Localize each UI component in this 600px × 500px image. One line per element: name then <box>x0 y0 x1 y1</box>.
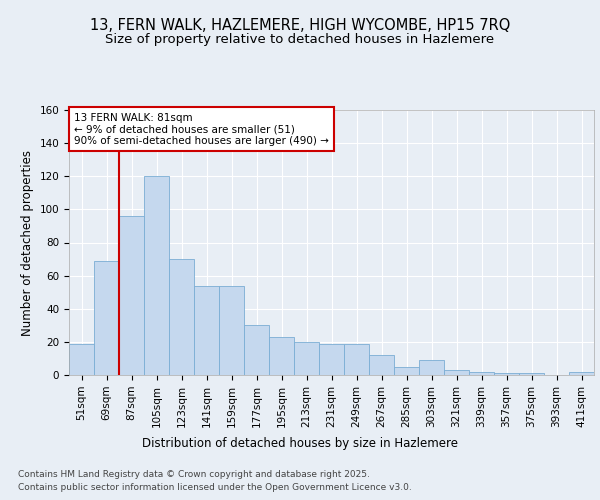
Y-axis label: Number of detached properties: Number of detached properties <box>21 150 34 336</box>
Bar <box>369 355 394 375</box>
Bar <box>319 344 344 375</box>
Bar <box>469 372 494 375</box>
Text: Size of property relative to detached houses in Hazlemere: Size of property relative to detached ho… <box>106 32 494 46</box>
Bar <box>519 374 544 375</box>
Bar <box>394 366 419 375</box>
Bar <box>269 337 294 375</box>
Bar <box>294 342 319 375</box>
Text: Contains public sector information licensed under the Open Government Licence v3: Contains public sector information licen… <box>18 482 412 492</box>
Text: 13, FERN WALK, HAZLEMERE, HIGH WYCOMBE, HP15 7RQ: 13, FERN WALK, HAZLEMERE, HIGH WYCOMBE, … <box>90 18 510 32</box>
Bar <box>119 216 144 375</box>
Text: Distribution of detached houses by size in Hazlemere: Distribution of detached houses by size … <box>142 438 458 450</box>
Bar <box>569 372 594 375</box>
Bar <box>244 326 269 375</box>
Bar <box>419 360 444 375</box>
Bar <box>494 374 519 375</box>
Bar <box>69 344 94 375</box>
Bar <box>144 176 169 375</box>
Bar <box>169 259 194 375</box>
Bar <box>94 260 119 375</box>
Bar <box>194 286 219 375</box>
Bar <box>344 344 369 375</box>
Text: Contains HM Land Registry data © Crown copyright and database right 2025.: Contains HM Land Registry data © Crown c… <box>18 470 370 479</box>
Bar <box>219 286 244 375</box>
Text: 13 FERN WALK: 81sqm
← 9% of detached houses are smaller (51)
90% of semi-detache: 13 FERN WALK: 81sqm ← 9% of detached hou… <box>74 112 329 146</box>
Bar <box>444 370 469 375</box>
